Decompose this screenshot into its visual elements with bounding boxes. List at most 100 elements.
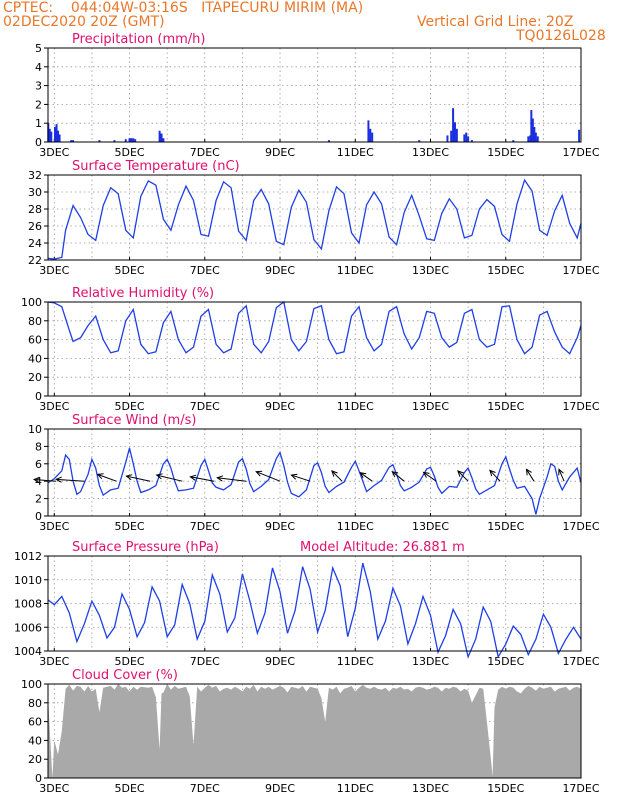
wind-xtick-label: 17DEC bbox=[562, 520, 599, 533]
cloud-xtick-label: 3DEC bbox=[39, 782, 69, 795]
temp-ytick-label: 22 bbox=[28, 254, 42, 267]
precip-ytick-label: 5 bbox=[35, 42, 42, 55]
precip-ytick-label: 3 bbox=[35, 80, 42, 93]
wind-arrowhead bbox=[125, 474, 133, 481]
precip-bar bbox=[55, 124, 58, 142]
precip-frame bbox=[47, 47, 582, 143]
header-date: 02DEC2020 20Z (GMT) bbox=[3, 14, 165, 30]
precip-xtick-label: 17DEC bbox=[562, 146, 599, 159]
cloud-xtick-label: 11DEC bbox=[337, 782, 374, 795]
wind-arrow bbox=[97, 473, 117, 482]
rh-ytick-label: 40 bbox=[28, 352, 42, 365]
cloud-xtick-label: 17DEC bbox=[562, 782, 599, 795]
precip-bar bbox=[418, 140, 421, 142]
precip-xtick-label: 15DEC bbox=[487, 146, 524, 159]
pressure-ytick-label: 1012 bbox=[14, 550, 42, 563]
precip-bar bbox=[453, 122, 456, 142]
cloud-ytick-label: 60 bbox=[28, 716, 42, 729]
precip-bar bbox=[132, 138, 135, 142]
wind-arrowhead bbox=[558, 468, 564, 476]
temp-xtick-label: 11DEC bbox=[337, 264, 374, 277]
precip-bar bbox=[534, 132, 537, 142]
precip-bar bbox=[530, 110, 533, 142]
wind-frame bbox=[47, 428, 582, 517]
rh-ytick-label: 100 bbox=[21, 296, 42, 309]
temp-ytick-label: 28 bbox=[28, 203, 42, 216]
precip-bar bbox=[57, 130, 60, 142]
precip-xtick-label: 7DEC bbox=[190, 146, 220, 159]
precip-xtick-label: 5DEC bbox=[114, 146, 144, 159]
cloud-xtick-label: 5DEC bbox=[114, 782, 144, 795]
precip-bar bbox=[533, 126, 536, 142]
wind-arrowhead bbox=[255, 470, 263, 477]
temp-title: Surface Temperature (nC) bbox=[72, 159, 240, 174]
wind-arrowhead bbox=[457, 470, 464, 477]
wind-arrow bbox=[34, 479, 57, 482]
wind-arrowhead bbox=[525, 468, 532, 476]
wind-ytick-label: 2 bbox=[35, 493, 42, 506]
pressure-frame bbox=[47, 555, 582, 652]
pressure-xtick-label: 9DEC bbox=[265, 655, 295, 668]
cloud-ytick-label: 20 bbox=[28, 753, 42, 766]
precip-xtick-label: 9DEC bbox=[265, 146, 295, 159]
cloud-xtick-label: 13DEC bbox=[412, 782, 449, 795]
wind-arrowhead bbox=[489, 469, 496, 477]
pressure-xtick-label: 15DEC bbox=[487, 655, 524, 668]
precip-bar bbox=[48, 128, 51, 142]
wind-arrowhead bbox=[216, 475, 224, 482]
precip-bar bbox=[470, 140, 473, 142]
cloud-xtick-label: 15DEC bbox=[487, 782, 524, 795]
temp-ytick-label: 32 bbox=[28, 169, 42, 182]
wind-xtick-label: 5DEC bbox=[114, 520, 144, 533]
rh-ytick-label: 80 bbox=[28, 315, 42, 328]
temp-xtick-label: 17DEC bbox=[562, 264, 599, 277]
rh-xtick-label: 17DEC bbox=[562, 400, 599, 413]
precip-ytick-label: 0 bbox=[35, 136, 42, 149]
cloud-ytick-label: 40 bbox=[28, 734, 42, 747]
wind-arrow bbox=[256, 471, 281, 482]
cloud-ytick-label: 80 bbox=[28, 697, 42, 710]
temp-xtick-label: 13DEC bbox=[412, 264, 449, 277]
pressure-xtick-label: 11DEC bbox=[337, 655, 374, 668]
precip-bar bbox=[369, 128, 372, 142]
rh-title: Relative Humidity (%) bbox=[72, 286, 214, 301]
cloud-frame bbox=[47, 683, 582, 779]
precip-bar bbox=[465, 132, 468, 142]
temp-ytick-label: 24 bbox=[28, 237, 42, 250]
precip-bar bbox=[529, 135, 532, 142]
wind-arrow bbox=[489, 469, 501, 482]
precip-bar bbox=[113, 140, 116, 142]
precip-bar bbox=[128, 138, 131, 142]
pressure-xtick-label: 5DEC bbox=[114, 655, 144, 668]
temp-xtick-label: 3DEC bbox=[39, 264, 69, 277]
header-code: TQ0126L028 bbox=[516, 28, 606, 44]
rh-ytick-label: 20 bbox=[28, 371, 42, 384]
cloud-title: Cloud Cover (%) bbox=[72, 668, 178, 683]
cloud-ytick-label: 100 bbox=[21, 678, 42, 691]
precip-xtick-label: 13DEC bbox=[412, 146, 449, 159]
wind-arrowhead bbox=[290, 473, 298, 480]
precip-bar bbox=[450, 130, 453, 142]
precip-bar bbox=[58, 134, 61, 142]
wind-arrowhead bbox=[155, 473, 163, 480]
wind-xtick-label: 13DEC bbox=[412, 520, 449, 533]
wind-xtick-label: 15DEC bbox=[487, 520, 524, 533]
precip-bar bbox=[371, 132, 374, 142]
temp-ytick-label: 30 bbox=[28, 186, 42, 199]
temp-xtick-label: 9DEC bbox=[265, 264, 295, 277]
rh-xtick-label: 13DEC bbox=[412, 400, 449, 413]
precip-bar bbox=[467, 136, 470, 142]
precip-bar bbox=[50, 131, 53, 142]
precip-xtick-label: 11DEC bbox=[337, 146, 374, 159]
wind-arrow bbox=[526, 469, 535, 482]
wind-arrowhead bbox=[331, 470, 338, 477]
wind-arrow bbox=[391, 471, 405, 482]
wind-arrowhead bbox=[55, 476, 62, 483]
rh-xtick-label: 3DEC bbox=[39, 400, 69, 413]
pressure-ytick-label: 1006 bbox=[14, 621, 42, 634]
pressure-ytick-label: 1008 bbox=[14, 598, 42, 611]
precip-bar bbox=[446, 135, 449, 142]
wind-arrow bbox=[291, 474, 311, 482]
header-line1: CPTEC: 044:04W-03:16S ITAPECURU MIRIM (M… bbox=[3, 0, 364, 16]
